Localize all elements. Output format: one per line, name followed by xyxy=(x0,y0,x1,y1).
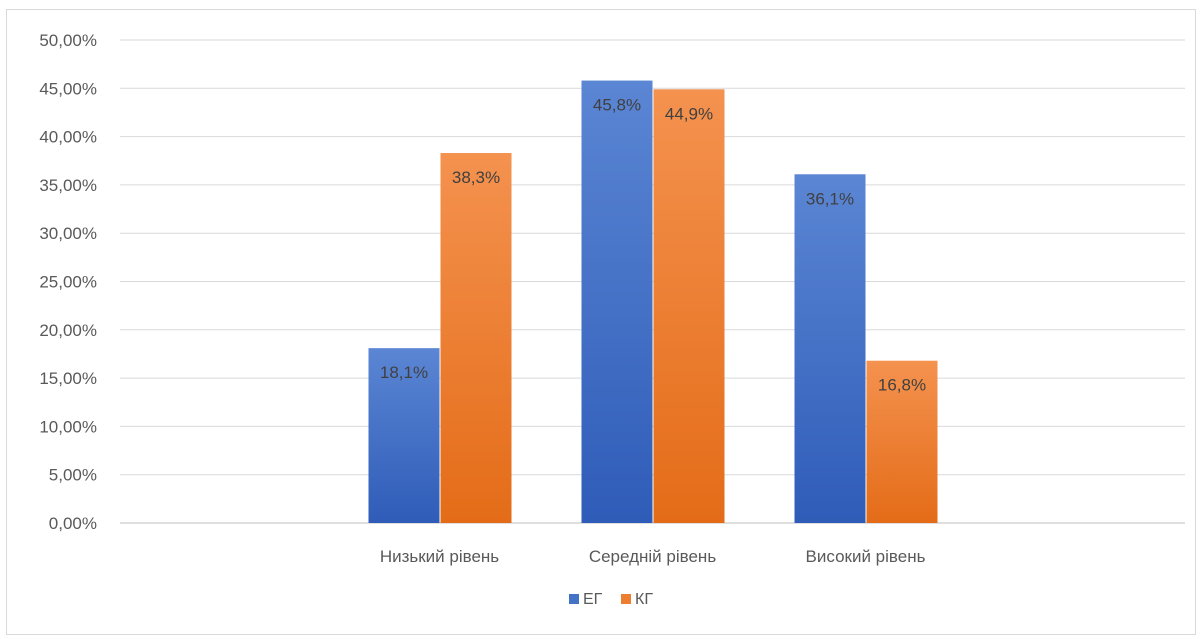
y-tick-label: 30,00% xyxy=(39,224,97,243)
y-tick-label: 5,00% xyxy=(49,466,97,485)
legend-swatch xyxy=(621,594,631,604)
y-tick-label: 20,00% xyxy=(39,321,97,340)
legend-label: ЕГ xyxy=(583,591,603,608)
x-category-label: Низький рівень xyxy=(380,547,499,566)
bars: 18,1% 38,3% 45,8% 44,9% 36,1% 16,8% xyxy=(368,80,938,524)
data-label: 44,9% xyxy=(665,104,713,123)
bar-КГ-2 xyxy=(866,360,938,523)
bar-КГ-0 xyxy=(440,153,512,523)
x-category-label: Високий рівень xyxy=(806,547,926,566)
x-category-label: Середній рівень xyxy=(589,547,716,566)
y-tick-label: 40,00% xyxy=(39,128,97,147)
data-label: 16,8% xyxy=(878,376,926,395)
data-label: 45,8% xyxy=(593,96,641,115)
y-tick-label: 50,00% xyxy=(39,31,97,50)
y-tick-label: 10,00% xyxy=(39,417,97,436)
y-tick-label: 0,00% xyxy=(49,514,97,533)
data-label: 18,1% xyxy=(380,363,428,382)
bar-ЕГ-2 xyxy=(794,174,866,524)
y-tick-label: 45,00% xyxy=(39,79,97,98)
legend: ЕГ КГ xyxy=(569,591,653,608)
y-tick-label: 15,00% xyxy=(39,369,97,388)
y-axis: 0,00% 5,00% 10,00% 15,00% 20,00% 25,00% 30,00%… xyxy=(39,31,97,533)
legend-label: КГ xyxy=(635,591,653,608)
x-axis: Низький рівень Середній рівень Високий рів… xyxy=(380,547,926,566)
y-tick-label: 25,00% xyxy=(39,273,97,292)
data-label: 38,3% xyxy=(452,168,500,187)
bar-ЕГ-1 xyxy=(581,80,653,524)
legend-swatch xyxy=(569,594,579,604)
bar-ЕГ-0 xyxy=(368,348,440,523)
y-tick-label: 35,00% xyxy=(39,176,97,195)
data-label: 36,1% xyxy=(806,189,854,208)
bar-КГ-1 xyxy=(653,89,725,524)
